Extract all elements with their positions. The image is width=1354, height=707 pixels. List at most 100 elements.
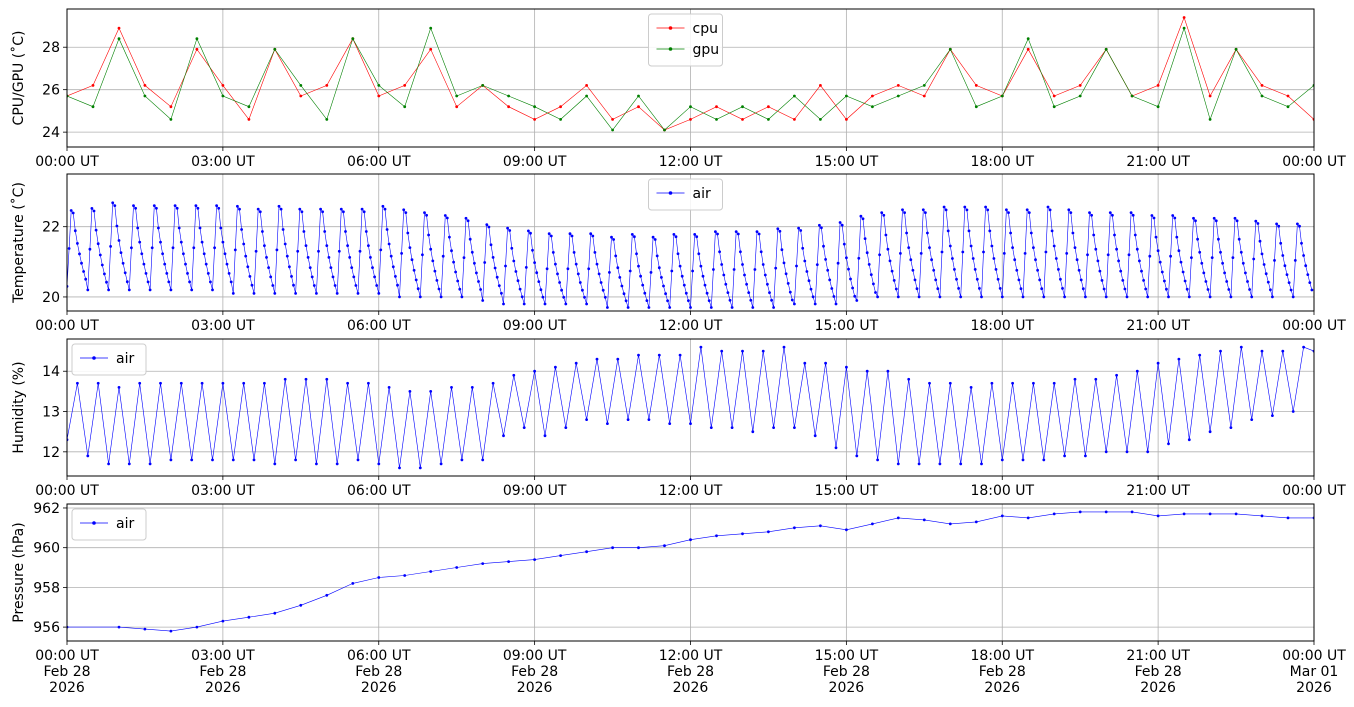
data-point <box>1094 247 1098 251</box>
data-point <box>491 256 495 259</box>
data-point <box>595 357 599 361</box>
data-point <box>119 251 123 255</box>
data-point <box>608 271 611 274</box>
data-point <box>998 287 1002 290</box>
data-point <box>502 302 505 306</box>
data-point <box>117 26 121 30</box>
x-tick-label: 00:00 UT <box>1282 318 1346 334</box>
data-point <box>905 231 908 235</box>
data-point <box>107 462 110 466</box>
data-point <box>275 248 279 252</box>
data-point <box>473 261 476 265</box>
data-point <box>261 230 264 233</box>
data-point <box>360 207 364 211</box>
data-point <box>155 206 158 210</box>
data-point <box>974 520 978 524</box>
x-tick-label-line: 15:00 UT <box>815 648 879 664</box>
data-point <box>1106 253 1110 257</box>
data-point <box>637 264 640 268</box>
series-air <box>67 345 1314 470</box>
data-point <box>955 277 958 281</box>
data-point <box>1208 295 1212 299</box>
data-point <box>547 232 551 236</box>
data-point <box>932 268 936 272</box>
data-point <box>67 247 71 250</box>
data-point <box>1158 260 1162 264</box>
data-point <box>709 306 713 309</box>
data-point <box>531 248 534 252</box>
data-point <box>1129 211 1133 215</box>
data-point <box>709 426 713 429</box>
data-point <box>1260 94 1264 98</box>
data-point <box>786 282 790 285</box>
data-point <box>215 204 219 208</box>
data-point <box>907 246 911 250</box>
data-point <box>759 250 763 254</box>
data-point <box>1275 222 1278 226</box>
data-point <box>76 242 79 245</box>
data-point <box>1308 281 1312 284</box>
data-point <box>143 94 147 98</box>
data-point <box>745 282 748 286</box>
data-point <box>321 210 324 214</box>
data-point <box>763 273 767 277</box>
data-point <box>134 206 138 210</box>
x-tick-label-line: 2026 <box>205 680 241 696</box>
data-point <box>583 295 586 299</box>
data-point <box>749 298 753 302</box>
x-tick-label: 15:00 UT <box>815 483 879 499</box>
data-point <box>1277 224 1281 228</box>
data-point <box>1079 278 1083 282</box>
data-point <box>497 284 501 287</box>
data-point <box>1127 253 1131 257</box>
data-point <box>512 259 516 263</box>
data-point <box>1177 249 1181 253</box>
data-point <box>793 94 796 98</box>
data-point <box>242 381 246 385</box>
data-point <box>990 381 994 385</box>
data-point <box>429 570 433 573</box>
data-point <box>1291 295 1295 299</box>
x-tick-label: 03:00 UT Feb 28 2026 <box>191 648 255 696</box>
data-point <box>1015 268 1019 272</box>
data-point <box>585 418 588 421</box>
data-point <box>782 261 786 265</box>
data-point <box>1115 247 1118 251</box>
data-point <box>1090 213 1093 217</box>
y-axis-label: Temperature (˚C) <box>10 182 27 304</box>
data-point <box>1206 288 1210 291</box>
x-tick-label: 00:00 UT <box>35 154 99 170</box>
axes-frame <box>66 173 1315 312</box>
data-point <box>1108 211 1112 215</box>
data-point <box>1244 271 1247 275</box>
data-point <box>1052 94 1056 98</box>
data-point <box>611 128 614 132</box>
data-point <box>1011 381 1014 385</box>
data-point <box>938 295 942 299</box>
x-tick-label-line: 03:00 UT <box>191 318 255 334</box>
data-point <box>1179 260 1183 264</box>
data-point <box>481 458 485 462</box>
data-point <box>500 291 503 295</box>
x-tick-label: 15:00 UT <box>815 318 879 334</box>
data-point <box>1208 94 1212 98</box>
data-point <box>1225 280 1229 283</box>
data-point <box>736 232 740 236</box>
data-point <box>423 211 426 215</box>
x-tick-label: 09:00 UT Feb 28 2026 <box>503 648 567 696</box>
data-point <box>161 252 165 256</box>
data-point <box>1208 430 1212 434</box>
data-point <box>815 263 819 266</box>
data-point <box>507 105 510 109</box>
data-point <box>624 299 628 303</box>
data-point <box>1300 241 1303 245</box>
x-tick-label-line: 21:00 UT <box>1126 318 1190 334</box>
data-point <box>969 244 973 248</box>
data-point <box>412 268 416 272</box>
data-point <box>1208 118 1212 121</box>
data-point <box>1138 259 1141 263</box>
data-point <box>231 292 235 295</box>
data-point <box>1063 454 1066 458</box>
data-point <box>117 37 121 41</box>
data-point <box>767 105 770 109</box>
